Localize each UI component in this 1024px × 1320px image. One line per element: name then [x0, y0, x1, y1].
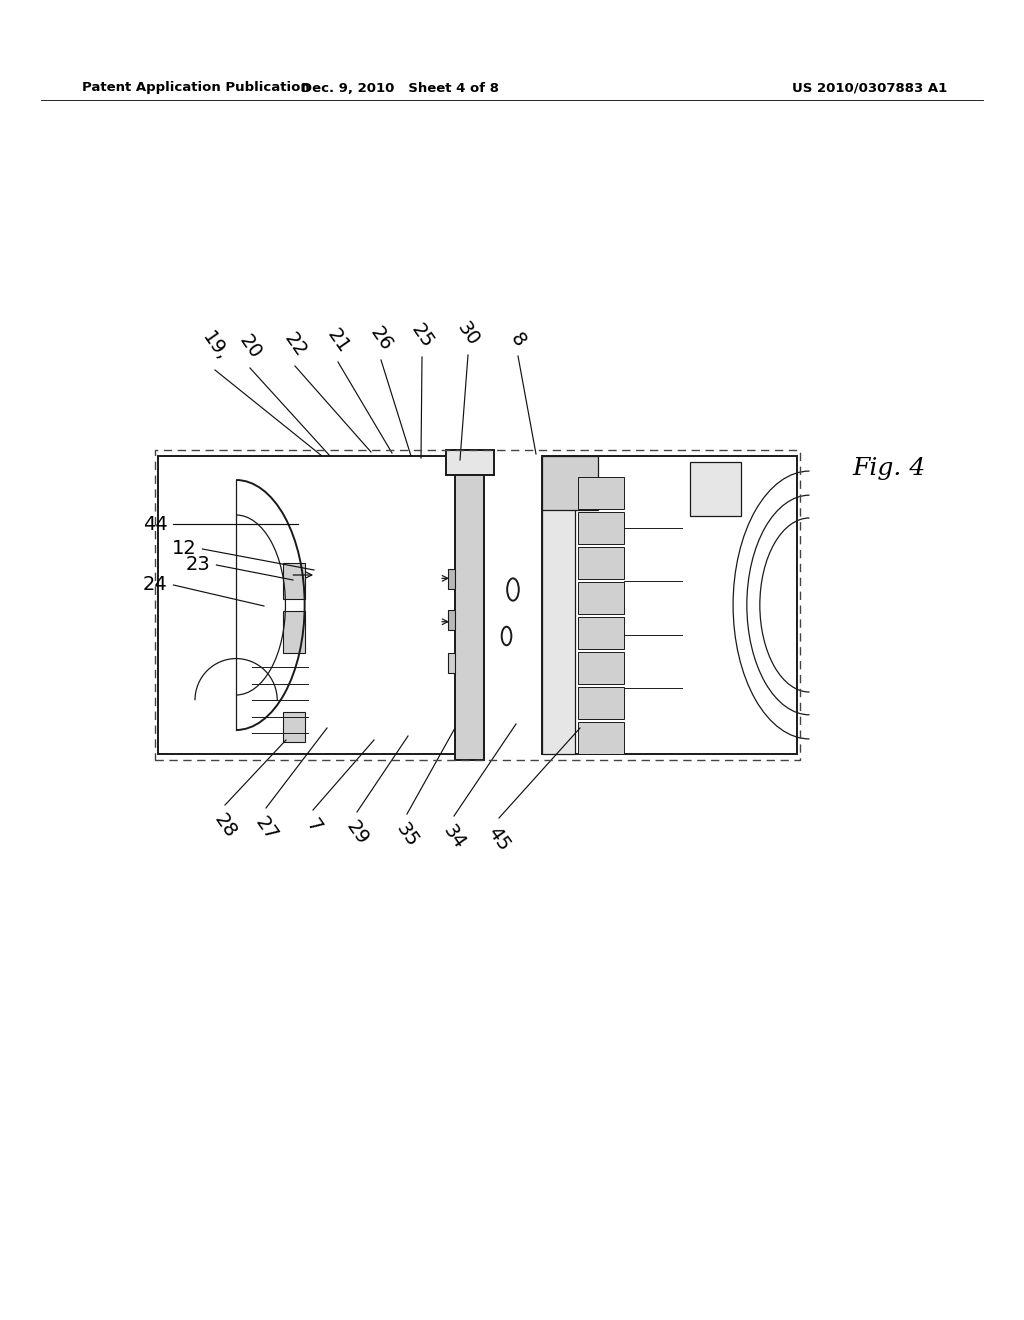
Bar — [155, 450, 800, 760]
Text: 34: 34 — [439, 821, 469, 853]
Bar — [578, 582, 624, 614]
Text: 24: 24 — [142, 576, 167, 594]
Text: 12: 12 — [172, 540, 197, 558]
Text: 25: 25 — [408, 321, 437, 351]
Ellipse shape — [502, 627, 511, 645]
Text: 19,: 19, — [199, 329, 231, 364]
Text: 7: 7 — [302, 816, 325, 837]
Text: 45: 45 — [484, 824, 514, 854]
Bar — [447, 610, 456, 630]
Text: 29: 29 — [342, 817, 372, 849]
Text: 20: 20 — [236, 331, 265, 363]
Bar — [283, 564, 305, 599]
Bar — [445, 450, 494, 475]
Bar — [283, 711, 305, 742]
Bar — [447, 653, 456, 673]
Text: 28: 28 — [210, 810, 240, 841]
Bar — [456, 450, 484, 760]
Bar — [542, 457, 598, 510]
Text: 22: 22 — [281, 330, 310, 360]
Bar — [159, 457, 470, 754]
Bar — [578, 478, 624, 508]
Bar — [447, 569, 456, 590]
Bar — [578, 652, 624, 684]
Bar — [578, 688, 624, 719]
Ellipse shape — [507, 578, 519, 601]
Text: Patent Application Publication: Patent Application Publication — [82, 82, 309, 95]
Text: 26: 26 — [367, 323, 396, 355]
Text: 8: 8 — [507, 330, 529, 351]
Text: 21: 21 — [324, 326, 353, 356]
Bar — [690, 462, 740, 516]
Bar — [578, 548, 624, 578]
Text: Dec. 9, 2010   Sheet 4 of 8: Dec. 9, 2010 Sheet 4 of 8 — [301, 82, 499, 95]
Bar — [578, 722, 624, 754]
Bar — [542, 457, 575, 754]
Text: Fig. 4: Fig. 4 — [852, 457, 926, 480]
Bar — [578, 512, 624, 544]
Bar — [578, 618, 624, 648]
Bar — [283, 611, 305, 652]
Text: 44: 44 — [142, 515, 167, 533]
Text: 35: 35 — [392, 820, 422, 850]
Text: 27: 27 — [251, 813, 281, 845]
Text: US 2010/0307883 A1: US 2010/0307883 A1 — [793, 82, 947, 95]
Text: 30: 30 — [454, 318, 483, 350]
Bar — [155, 450, 800, 760]
Text: 23: 23 — [185, 556, 210, 574]
Bar — [542, 457, 797, 754]
